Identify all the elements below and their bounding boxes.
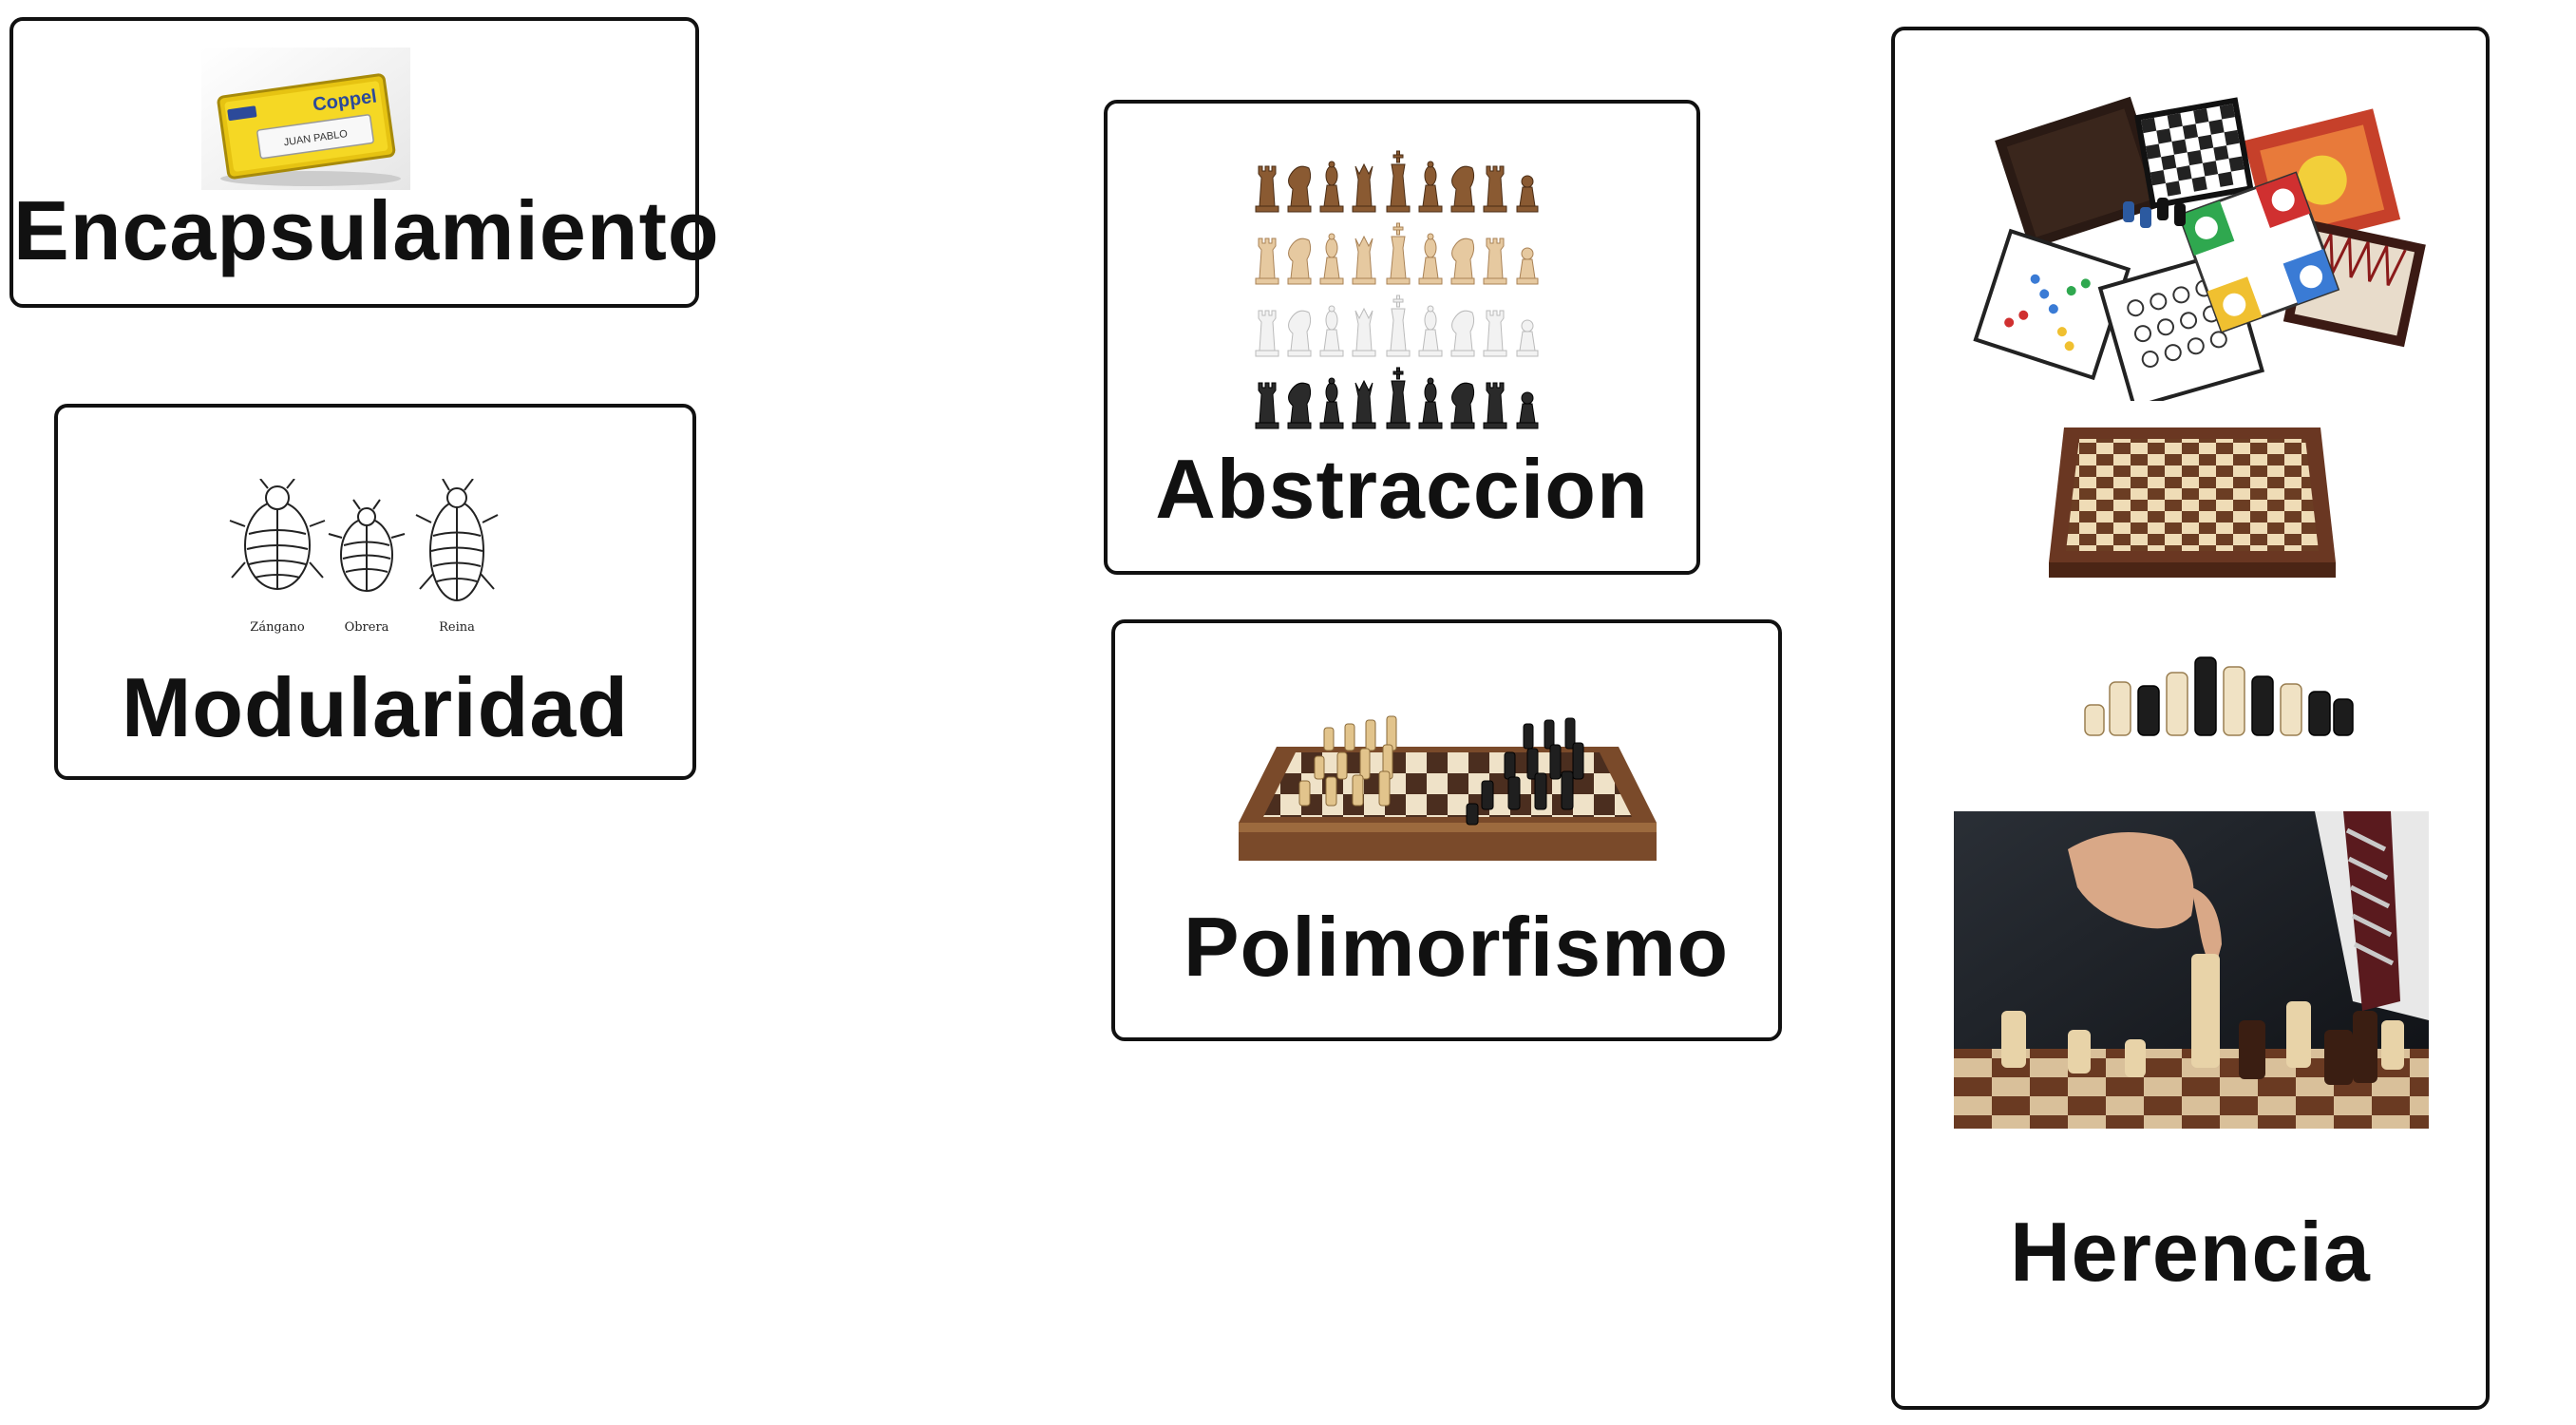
chess-pieces-rows-image — [1250, 142, 1563, 442]
chessboard-with-pieces-image — [1239, 715, 1657, 861]
drone-bee-icon — [229, 479, 326, 590]
polimorfismo-title: Polimorfismo — [1183, 900, 1730, 994]
worker-bee-icon — [328, 499, 406, 592]
herencia-title: Herencia — [2010, 1205, 2371, 1299]
card-encapsulamiento: Coppel JUAN PABLO Encapsulamiento — [9, 17, 720, 308]
card-polimorfismo: Polimorfismo — [1111, 619, 1782, 1041]
black-pieces-row — [1256, 368, 1538, 428]
bees-illustration: Zángano Obrera Reina — [229, 479, 499, 635]
dark-pieces-group — [1466, 717, 1584, 826]
card-herencia: Herencia — [1891, 27, 2490, 1410]
chess-pieces-lineup-image — [2084, 656, 2354, 736]
card-modularidad: Zángano Obrera Reina Modularidad — [54, 404, 696, 780]
name-badge-image: Coppel JUAN PABLO — [201, 48, 410, 190]
card-abstraccion: Abstraccion — [1104, 100, 1700, 575]
wooden-chessboard-image — [2049, 428, 2336, 578]
board-games-collection-image — [1973, 96, 2426, 401]
brown-pieces-row — [1256, 151, 1538, 212]
businessman-chess-photo — [1954, 811, 2429, 1129]
abstraccion-title: Abstraccion — [1155, 442, 1649, 536]
encapsulamiento-title: Encapsulamiento — [13, 183, 720, 277]
queen-bee-icon — [415, 479, 499, 601]
white-pieces-row — [1256, 295, 1538, 356]
bee-label-queen: Reina — [439, 620, 475, 635]
bee-label-drone: Zángano — [250, 620, 305, 635]
modularidad-title: Modularidad — [121, 660, 630, 754]
tan-pieces-row — [1256, 223, 1538, 284]
light-pieces-group — [1298, 715, 1397, 807]
bee-label-worker: Obrera — [345, 620, 389, 635]
